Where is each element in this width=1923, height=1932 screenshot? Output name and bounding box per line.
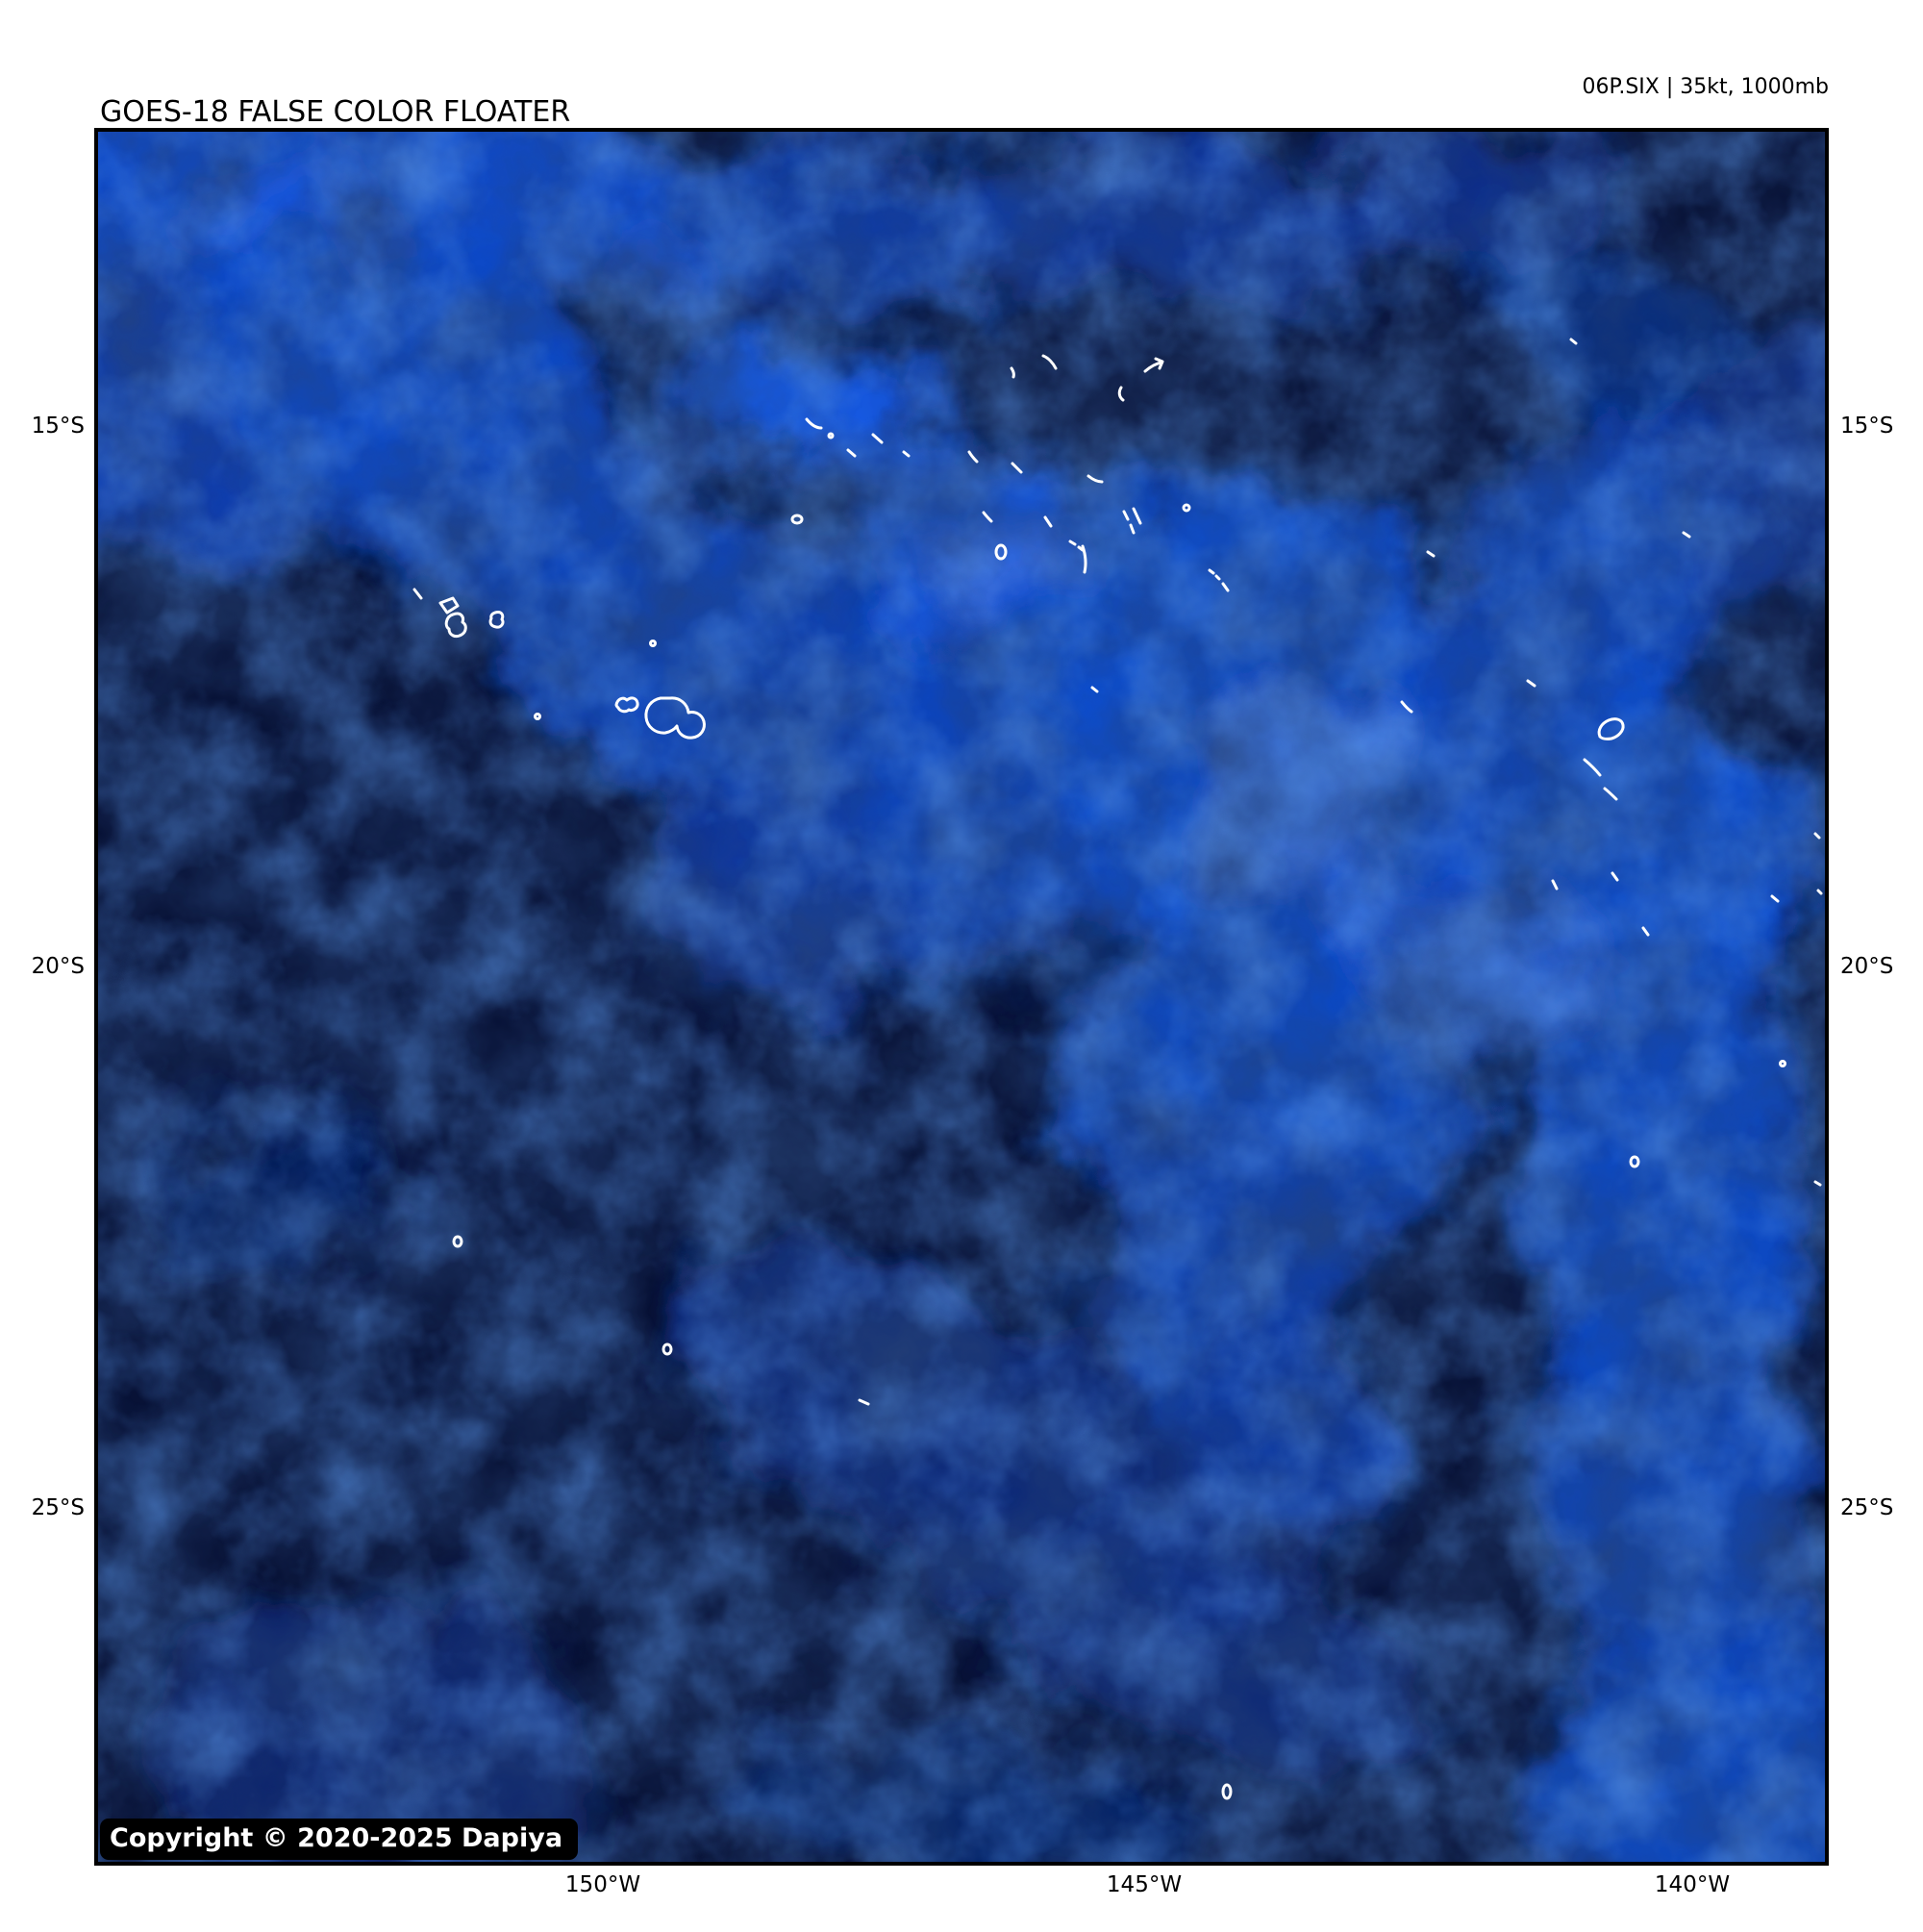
storm-info: 06P.SIX | 35kt, 1000mb [1582,75,1829,99]
page-title: GOES-18 FALSE COLOR FLOATER [100,95,571,129]
lat-label-left-20s: 20°S [31,954,85,979]
satellite-map: Copyright © 2020-2025 Dapiya [94,128,1829,1866]
copyright-badge: Copyright © 2020-2025 Dapiya [100,1819,579,1860]
island-outlines [412,338,1823,1800]
lon-label-150w: 150°W [564,1872,641,1897]
lat-label-left-25s: 25°S [31,1495,85,1520]
lat-label-left-15s: 15°S [31,414,85,439]
lat-label-right-25s: 25°S [1840,1495,1894,1520]
lat-label-right-20s: 20°S [1840,954,1894,979]
lon-label-140w: 140°W [1654,1872,1731,1897]
satellite-image [98,132,1825,1862]
lon-label-145w: 145°W [1106,1872,1183,1897]
lat-label-right-15s: 15°S [1840,414,1894,439]
light-mottle-texture [98,132,1825,1862]
